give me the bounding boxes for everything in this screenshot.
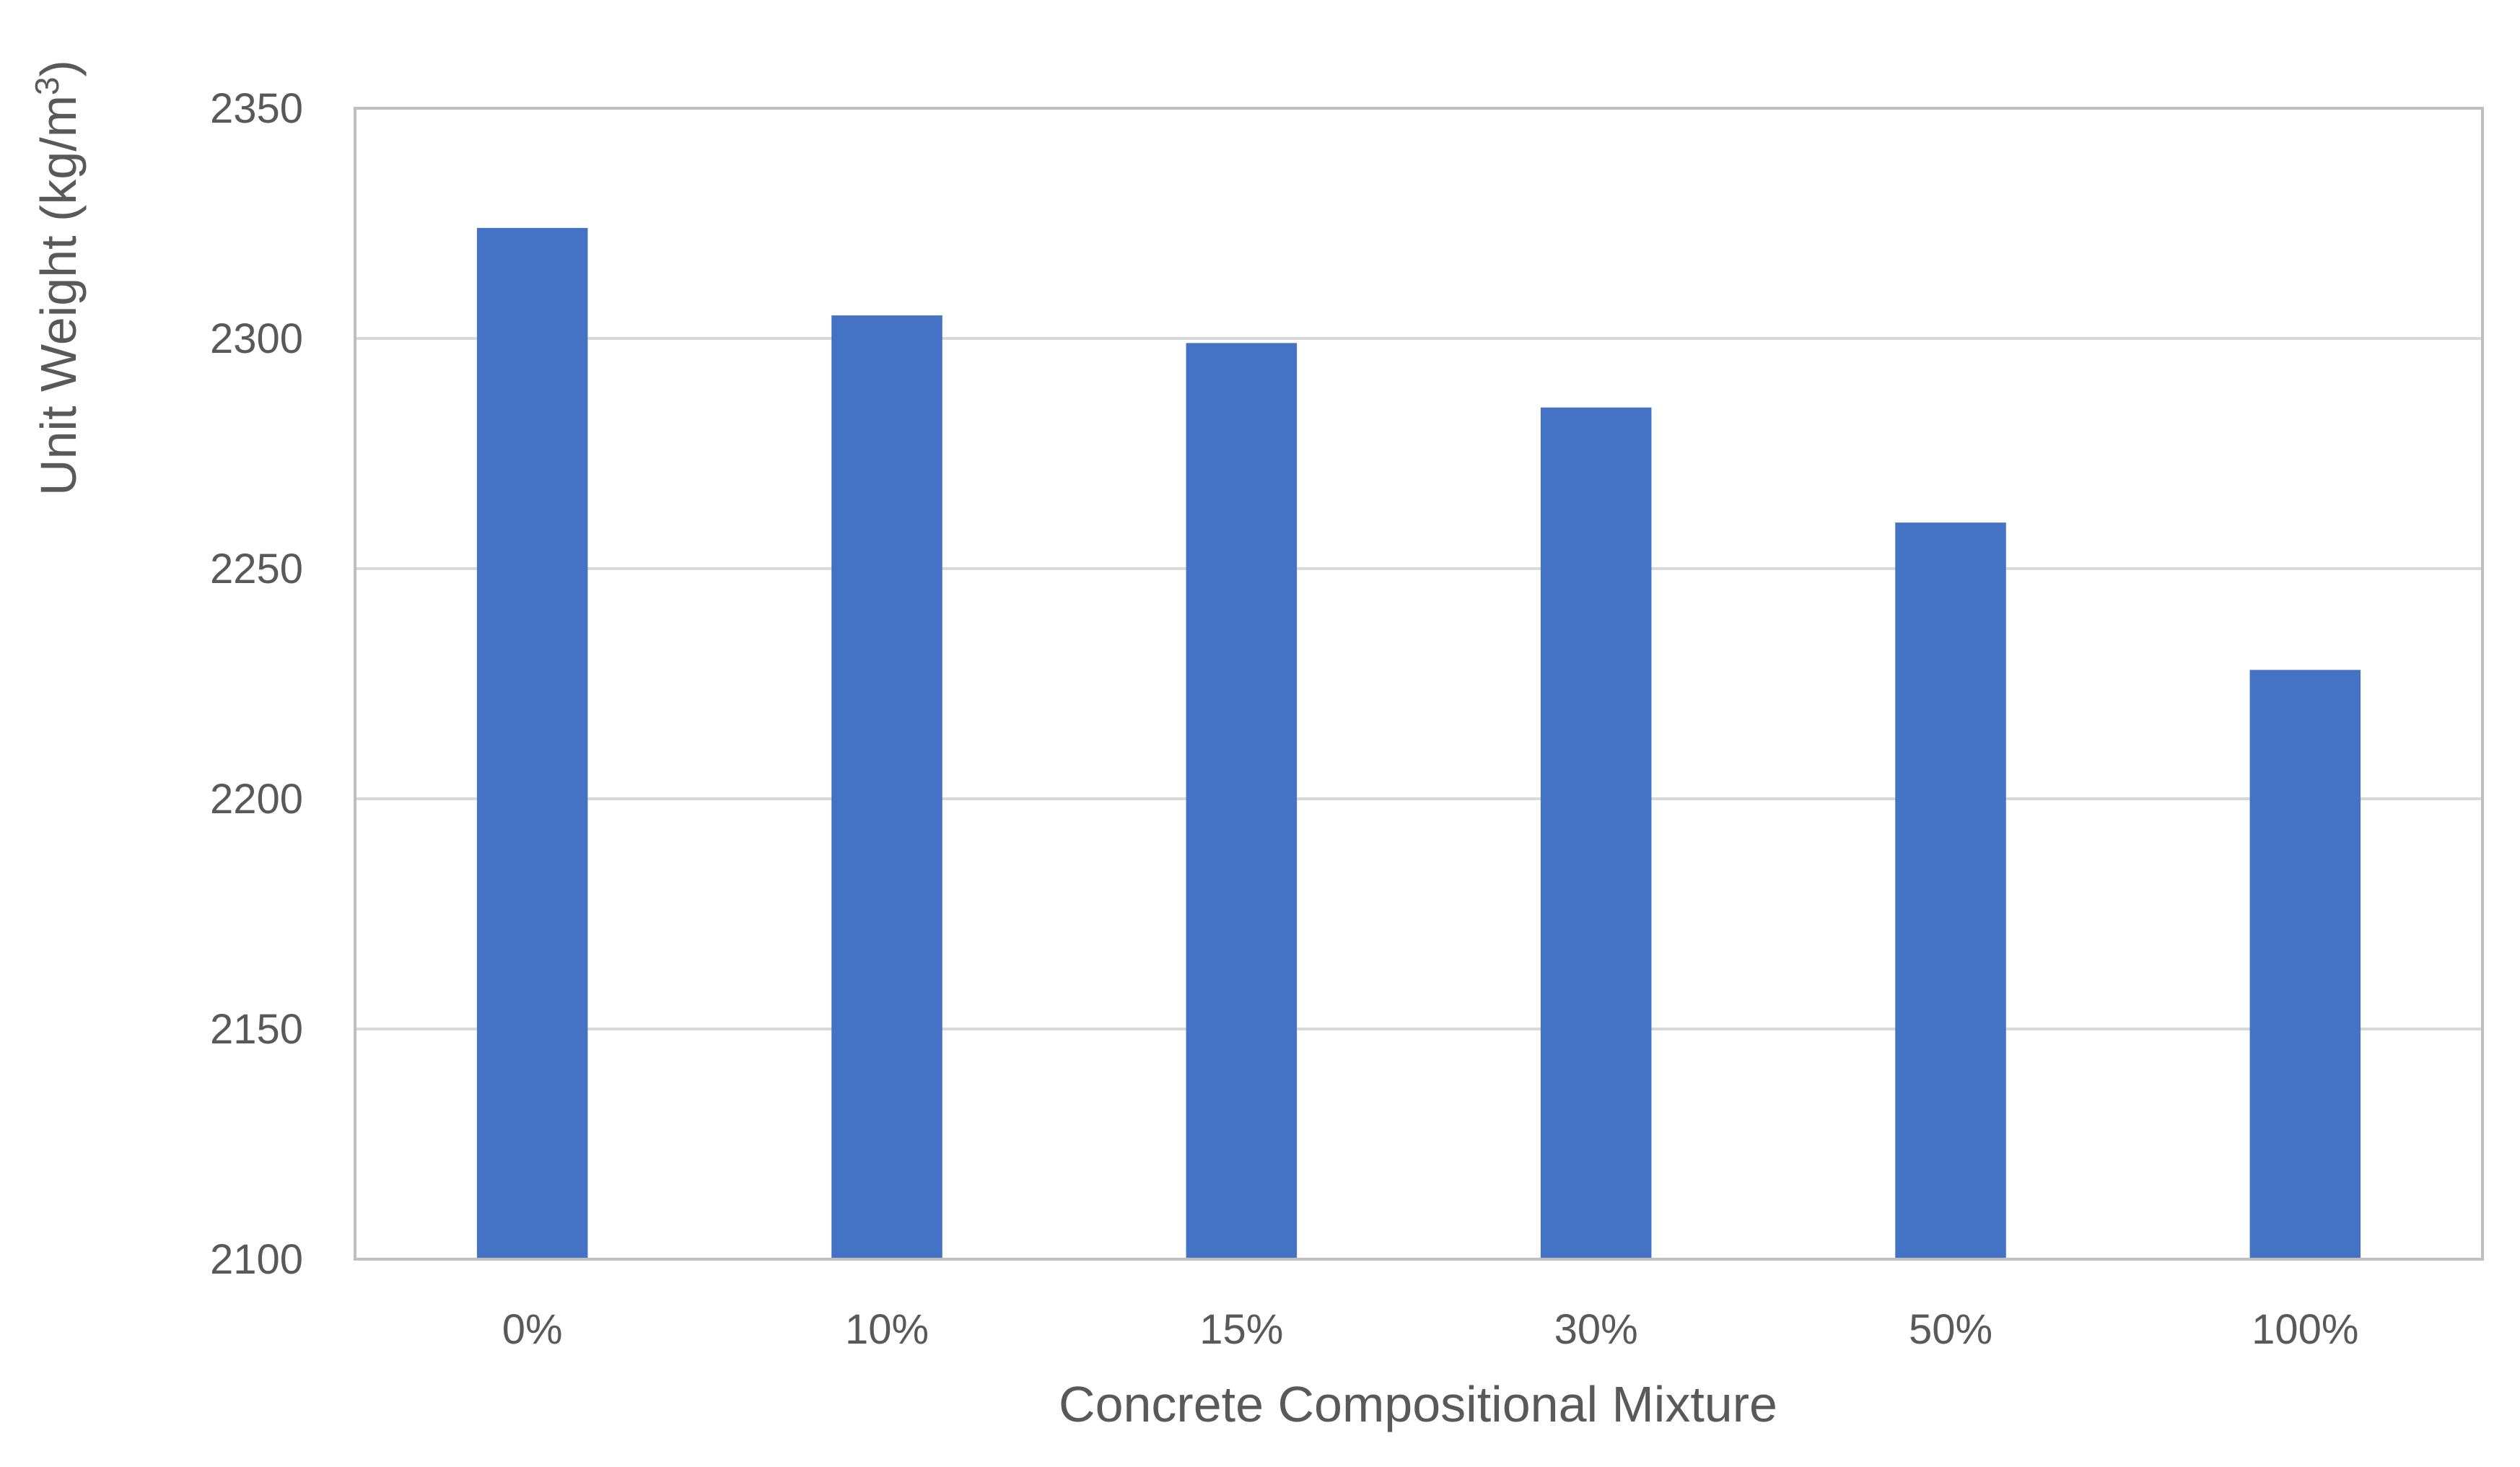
bars <box>476 227 2361 1260</box>
y-tick-label: 2100 <box>210 1236 303 1283</box>
bar <box>1186 343 1298 1259</box>
x-axis-title: Concrete Compositional Mixture <box>1059 1376 1777 1432</box>
y-axis-title: Unit Weight (kg/m3) <box>28 60 87 496</box>
y-tick-label: 2250 <box>210 546 303 592</box>
bar <box>1540 407 1652 1260</box>
y-tick-label: 2200 <box>210 776 303 823</box>
bar <box>476 227 588 1259</box>
x-tick-label: 15% <box>1199 1306 1283 1353</box>
y-tick-label: 2300 <box>210 315 303 362</box>
bar <box>1895 522 2006 1259</box>
y-tick-label: 2150 <box>210 1006 303 1053</box>
x-tick-label: 30% <box>1554 1306 1638 1353</box>
plot-frame <box>354 107 2484 1261</box>
y-tick-labels: 2100 2150 2200 2250 2300 2350 <box>210 85 303 1283</box>
x-tick-label: 50% <box>1909 1306 1992 1353</box>
bar <box>2249 670 2361 1259</box>
x-tick-label: 10% <box>845 1306 929 1353</box>
x-tick-label: 0% <box>502 1306 563 1353</box>
gridlines <box>355 107 2482 1261</box>
bar <box>831 315 942 1260</box>
y-axis-title-superscript: 3 <box>28 76 66 95</box>
x-tick-label: 100% <box>2252 1306 2358 1353</box>
y-axis-title-main: Unit Weight (kg/m <box>30 95 87 496</box>
x-tick-labels: 0% 10% 15% 30% 50% 100% <box>502 1306 2359 1353</box>
y-tick-label: 2350 <box>210 85 303 132</box>
y-axis-title-close: ) <box>30 60 87 76</box>
